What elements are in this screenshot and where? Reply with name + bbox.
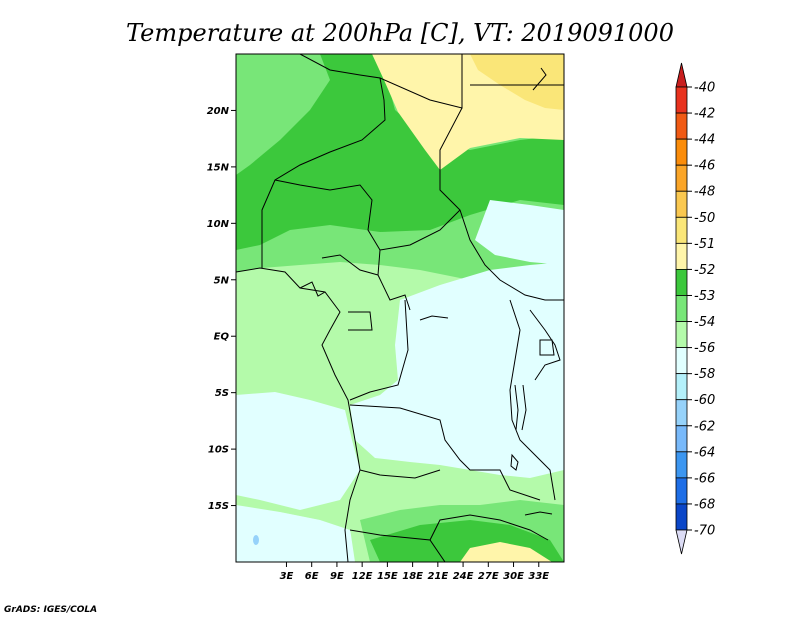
colorbar-label: -50 [694,211,715,226]
lat-tick-label: 10S [208,445,229,456]
colorbar-label: -60 [694,393,715,408]
colorbar-label: -44 [694,133,715,148]
colorbar-segment [675,190,688,218]
plot-title: Temperature at 200hPa [C], VT: 201909100… [126,19,674,47]
lake-kariba [524,511,553,516]
field-band-51-south [460,542,552,562]
colorbar-segment [675,399,688,427]
lon-tick-label: 12E [352,571,373,582]
lat-tick-label: EQ [214,332,230,343]
field-speck-58 [253,535,259,545]
border-south-3 [349,529,446,562]
colorbar-segment [675,477,688,505]
lon-tick-label: 27E [478,571,499,582]
border-east-2 [529,309,561,381]
lon-tick-label: 3E [280,571,294,582]
lake-victoria [539,339,555,356]
border-north-2 [379,54,463,109]
lat-tick-label: 20N [207,106,230,117]
border-congo-1 [349,299,409,401]
colorbar-segment [675,373,688,401]
river-1 [419,315,449,321]
field-band-50-north [470,54,564,110]
lon-tick-label: 21E [427,571,448,582]
credit-text: GrADS: IGES/COLA [4,605,97,615]
colorbar-label: -56 [694,341,715,356]
border-south-2 [359,469,441,479]
colorbar-label: -64 [694,445,715,460]
colorbar-label: -68 [694,497,715,512]
colorbar-segment [675,216,688,244]
colorbar-label: -46 [694,159,715,174]
colorbar-label: -70 [694,524,715,539]
border-central-1 [274,179,411,311]
lon-tick-label: 30E [503,571,524,582]
coastline-west [236,267,361,562]
colorbar-segment [675,86,688,114]
field-band-56-south [236,505,360,562]
colorbar-segment [675,425,688,453]
lon-tick-label: 18E [402,571,423,582]
border-central-2 [379,209,461,251]
colorbar-label: -48 [694,185,715,200]
colorbar-label: -51 [694,237,715,252]
border-south-1 [349,404,541,501]
field-band-56-east [475,200,564,265]
field-band-56-southwest [236,392,360,510]
colorbar-segment [675,242,688,270]
border-gabon [348,311,373,331]
lat-tick-label: 15S [208,501,229,512]
map-frame [235,53,565,563]
border-great-lakes [509,299,556,501]
lat-tick-label: 5S [215,388,229,399]
lon-tick-label: 6E [305,571,319,582]
field-band-53-northwest [236,54,330,175]
latitude-axis: 20N 15N 10N 5N EQ 5S 10S 15S [207,106,236,512]
longitude-axis: 3E 6E 9E 12E 15E 18E 21E 24E 27E 30E 33E [280,562,549,582]
field-band-52-north [236,54,564,250]
colorbar-segment [675,269,688,296]
temperature-field [236,54,564,562]
colorbar-segment [675,503,688,531]
colorbar-label: -52 [694,263,715,278]
colorbar-label: -40 [694,81,715,96]
lat-tick-label: 10N [207,219,230,230]
colorbar-segment [675,451,688,479]
lake-tanganyika [514,384,527,431]
colorbar-label: -62 [694,419,715,434]
colorbar-label: -58 [694,367,715,382]
coast-gulf [299,281,326,297]
boundaries [236,54,564,562]
lon-tick-label: 15E [377,571,398,582]
lon-tick-label: 24E [453,571,474,582]
lon-tick-label: 33E [528,571,549,582]
colorbar-label: -66 [694,471,715,486]
colorbar-segment [675,321,688,348]
border-south-4 [429,514,549,541]
lat-tick-label: 5N [214,275,230,286]
colorbar-segment [675,138,688,166]
coast-red-sea [532,67,547,91]
colorbar-label: -53 [694,289,715,304]
border-north-1 [261,54,386,268]
lat-tick-label: 15N [207,162,230,173]
colorbar: -40 -42 -44 -46 -48 -50 -51 -52 -53 -54 -56 -58 -60 -… [675,62,715,555]
map-panel: 20N 15N 10N 5N EQ 5S 10S 15S 3E 6E 9E 12E 15E 18E 21E… [207,53,565,582]
lake-mweru [510,453,519,471]
colorbar-segment [675,164,688,192]
field-band-56-central [350,262,564,478]
colorbar-label: -54 [694,315,715,330]
lon-tick-label: 9E [330,571,344,582]
colorbar-label: -42 [694,107,715,122]
colorbar-top-triangle [675,62,688,88]
colorbar-bottom-triangle [675,529,688,555]
colorbar-segment [675,112,688,140]
border-central-3 [321,254,379,276]
border-east-1 [439,107,564,301]
colorbar-segment [675,347,688,375]
colorbar-segment [675,295,688,322]
